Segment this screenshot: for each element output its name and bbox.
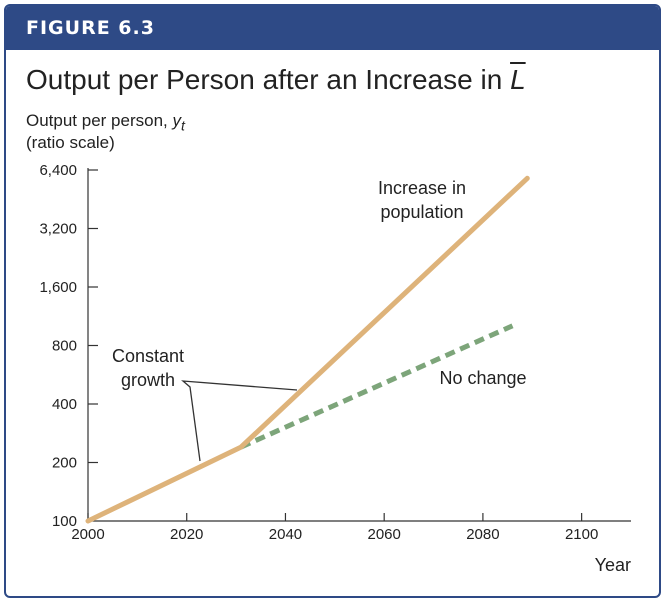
y-tick-label-6400: 6,400: [39, 162, 77, 179]
y-tick-label-1600: 1,600: [39, 279, 77, 296]
annotation-constant-growth-line2: growth: [121, 370, 175, 390]
y-tick-label-200: 200: [52, 455, 77, 472]
y-tick-label-800: 800: [52, 338, 77, 355]
series-layer: [85, 175, 530, 524]
annotation-layer: Increase in population No change Constan…: [112, 178, 527, 462]
annotation-increase-line1: Increase in: [378, 178, 466, 198]
series-no-change: [239, 323, 514, 450]
x-axis-label: Year: [595, 555, 631, 575]
y-axis-label-text: Output per person,: [26, 111, 173, 130]
y-axis-scale-note: (ratio scale): [26, 133, 115, 152]
y-axis-label-subscript: t: [180, 118, 185, 135]
x-tick-label-2100: 2100: [565, 526, 598, 543]
constant-growth-leader-lines: [181, 380, 298, 462]
axes-layer: 100 200 400 800 1,600 3,200 6,400 2000 2020 2040 2…: [39, 162, 631, 543]
y-tick-label-100: 100: [52, 513, 77, 530]
figure-header: FIGURE 6.3: [6, 6, 659, 50]
annotation-increase-line2: population: [380, 202, 463, 222]
y-axis-label-variable: y: [172, 111, 181, 130]
x-tick-label-2080: 2080: [466, 526, 499, 543]
y-tick-label-3200: 3,200: [39, 221, 77, 238]
annotation-no-change: No change: [439, 368, 526, 388]
y-axis-label: Output per person, yt: [26, 111, 185, 134]
series-increase-in-population: [85, 175, 530, 524]
x-tick-label-2000: 2000: [71, 526, 104, 543]
annotation-constant-growth-line1: Constant: [112, 346, 184, 366]
chart-title: Output per Person after an Increase in L: [26, 64, 526, 96]
figure-label: FIGURE 6.3: [26, 17, 155, 39]
figure-frame: FIGURE 6.3: [4, 4, 661, 598]
chart-title-text: Output per Person after an Increase in: [26, 64, 511, 95]
x-tick-label-2020: 2020: [170, 526, 203, 543]
chart-title-variable: L: [510, 64, 526, 95]
y-tick-label-400: 400: [52, 396, 77, 413]
x-tick-label-2040: 2040: [269, 526, 302, 543]
x-tick-label-2060: 2060: [367, 526, 400, 543]
